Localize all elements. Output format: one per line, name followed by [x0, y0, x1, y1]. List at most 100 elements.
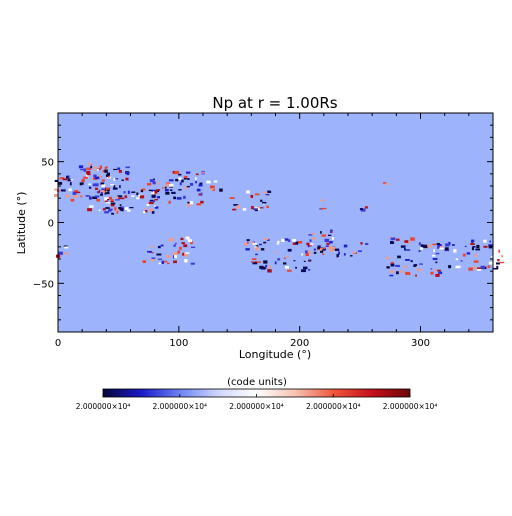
feature-mark: [219, 188, 223, 192]
feature-mark: [404, 248, 406, 251]
feature-mark: [233, 204, 239, 206]
feature-mark: [65, 194, 70, 198]
x-axis-label: Longitude (°): [239, 348, 311, 361]
feature-mark: [301, 269, 306, 273]
feature-mark: [390, 263, 395, 267]
feature-mark: [89, 205, 94, 208]
feature-mark: [168, 179, 174, 182]
feature-mark: [107, 191, 110, 195]
feature-mark: [410, 260, 413, 263]
feature-mark: [113, 177, 116, 181]
feature-mark: [190, 183, 194, 186]
feature-mark: [260, 199, 263, 202]
feature-mark: [198, 193, 202, 196]
feature-mark: [183, 178, 187, 180]
feature-mark: [156, 190, 160, 193]
feature-mark: [160, 244, 164, 247]
feature-mark: [187, 203, 191, 207]
feature-mark: [88, 183, 92, 185]
feature-mark: [144, 210, 148, 213]
feature-mark: [94, 183, 99, 187]
feature-mark: [131, 195, 135, 197]
feature-mark: [57, 181, 63, 185]
feature-mark: [364, 206, 368, 209]
feature-mark: [480, 265, 485, 269]
feature-mark: [177, 250, 180, 254]
feature-mark: [93, 166, 98, 169]
feature-mark: [319, 208, 323, 210]
feature-mark: [92, 183, 96, 187]
feature-mark: [129, 207, 134, 209]
feature-mark: [307, 244, 310, 248]
feature-mark: [81, 182, 84, 185]
feature-mark: [119, 204, 122, 206]
feature-mark: [80, 169, 85, 171]
feature-mark: [118, 170, 122, 173]
feature-mark: [152, 200, 155, 203]
feature-mark: [94, 176, 100, 180]
feature-mark: [116, 196, 119, 199]
feature-mark: [313, 251, 317, 254]
feature-mark: [360, 242, 363, 245]
chart-title: Np at r = 1.00Rs: [212, 94, 337, 112]
feature-mark: [453, 249, 457, 253]
feature-mark: [88, 162, 91, 166]
feature-mark: [136, 192, 139, 196]
feature-mark: [83, 176, 88, 179]
feature-mark: [98, 209, 101, 211]
feature-mark: [326, 242, 330, 245]
feature-mark: [98, 175, 102, 179]
feature-mark: [141, 188, 146, 191]
feature-mark: [182, 252, 185, 256]
feature-mark: [288, 239, 291, 242]
feature-mark: [108, 209, 112, 212]
feature-mark: [185, 236, 190, 240]
feature-mark: [284, 257, 286, 260]
feature-mark: [104, 190, 107, 193]
feature-mark: [183, 195, 186, 199]
feature-mark: [100, 192, 103, 194]
feature-mark: [196, 188, 201, 192]
feature-mark: [164, 186, 167, 189]
feature-mark: [390, 270, 395, 273]
feature-mark: [163, 260, 168, 263]
feature-mark: [151, 194, 156, 198]
feature-mark: [196, 203, 202, 206]
feature-mark: [151, 211, 155, 214]
feature-mark: [190, 262, 195, 265]
feature-mark: [386, 266, 390, 269]
feature-mark: [252, 261, 258, 265]
feature-mark: [328, 234, 332, 236]
feature-mark: [175, 178, 179, 182]
colorbar-tick-label: 2.000000×10⁴: [306, 402, 361, 411]
feature-mark: [483, 245, 488, 248]
feature-mark: [295, 241, 299, 245]
feature-mark: [64, 246, 69, 249]
y-tick-label: −50: [33, 279, 54, 290]
feature-mark: [168, 183, 174, 187]
feature-mark: [146, 203, 150, 206]
feature-mark: [498, 249, 500, 253]
feature-mark: [99, 165, 102, 169]
feature-mark: [156, 253, 162, 256]
feature-mark: [180, 237, 184, 241]
feature-mark: [274, 261, 277, 265]
feature-mark: [400, 245, 406, 248]
feature-mark: [331, 247, 337, 250]
feature-mark: [90, 165, 93, 169]
feature-mark: [100, 182, 105, 185]
feature-mark: [496, 262, 500, 265]
feature-mark: [322, 247, 326, 250]
feature-mark: [156, 196, 160, 199]
feature-mark: [309, 260, 311, 262]
feature-mark: [200, 200, 204, 204]
feature-mark: [309, 243, 312, 247]
feature-mark: [154, 205, 156, 207]
feature-mark: [408, 241, 411, 244]
feature-mark: [292, 239, 297, 242]
feature-mark: [106, 172, 110, 176]
feature-mark: [405, 273, 411, 275]
feature-mark: [246, 190, 250, 194]
feature-mark: [343, 253, 346, 256]
feature-mark: [438, 245, 443, 249]
